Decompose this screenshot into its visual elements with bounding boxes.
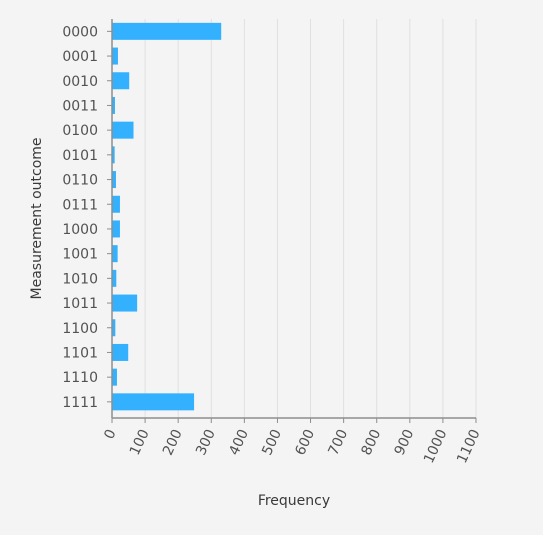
x-tick-label-700: 700 [325, 427, 351, 458]
bar-0100[interactable] [112, 121, 134, 139]
y-tick-label-1101: 1101 [62, 345, 98, 361]
y-tick-label-1111: 1111 [62, 395, 98, 411]
y-tick-labels: 0000 0001 0010 0011 0100 0101 0110 0111 1000 1001… [62, 24, 112, 411]
y-tick-label-0001: 0001 [62, 49, 98, 65]
y-tick-label-1100: 1100 [62, 321, 98, 337]
y-tick-label-0100: 0100 [62, 123, 98, 139]
x-tick-label-0: 0 [101, 427, 119, 442]
bar-1000[interactable] [112, 220, 120, 238]
bar-1111[interactable] [112, 393, 195, 411]
x-tick-label-200: 200 [160, 427, 186, 458]
y-tick-label-0101: 0101 [62, 148, 98, 164]
bar-1110[interactable] [112, 368, 117, 386]
bar-0110[interactable] [112, 171, 116, 189]
bar-0101[interactable] [112, 146, 115, 164]
y-axis-title: Measurement outcome [29, 137, 45, 299]
y-tick-label-0010: 0010 [62, 74, 98, 90]
x-tick-label-900: 900 [392, 427, 418, 458]
bar-0011[interactable] [112, 96, 115, 114]
x-tick-label-800: 800 [359, 427, 385, 458]
x-tick-label-300: 300 [193, 427, 219, 458]
bar-1001[interactable] [112, 245, 118, 263]
bar-1101[interactable] [112, 343, 129, 361]
x-tick-label-1100: 1100 [454, 427, 484, 466]
x-tick-labels: 0 100 200 300 400 500 600 700 800 900 1000 1100 [101, 418, 484, 466]
bar-0000[interactable] [112, 22, 222, 40]
bar-1010[interactable] [112, 269, 117, 287]
bar-0010[interactable] [112, 72, 130, 90]
y-tick-label-1011: 1011 [62, 296, 98, 312]
y-tick-label-0110: 0110 [62, 173, 98, 189]
bar-1100[interactable] [112, 319, 116, 337]
bar-0111[interactable] [112, 195, 120, 213]
x-axis-title: Frequency [258, 493, 330, 509]
axes [111, 19, 476, 419]
grid-lines [144, 19, 477, 418]
y-tick-label-1110: 1110 [62, 370, 98, 386]
bar-1011[interactable] [112, 294, 138, 312]
y-tick-label-0111: 0111 [62, 197, 98, 213]
x-tick-label-100: 100 [127, 427, 153, 458]
y-tick-label-0011: 0011 [62, 98, 98, 114]
y-tick-label-1010: 1010 [62, 271, 98, 287]
x-tick-label-1000: 1000 [421, 427, 451, 466]
y-tick-label-1000: 1000 [62, 222, 98, 238]
y-tick-label-0000: 0000 [62, 24, 98, 40]
y-tick-label-1001: 1001 [62, 247, 98, 263]
x-tick-label-500: 500 [259, 427, 285, 458]
bar-0001[interactable] [112, 47, 118, 65]
bars [112, 22, 222, 411]
x-tick-label-400: 400 [226, 427, 252, 458]
x-tick-label-600: 600 [292, 427, 318, 458]
